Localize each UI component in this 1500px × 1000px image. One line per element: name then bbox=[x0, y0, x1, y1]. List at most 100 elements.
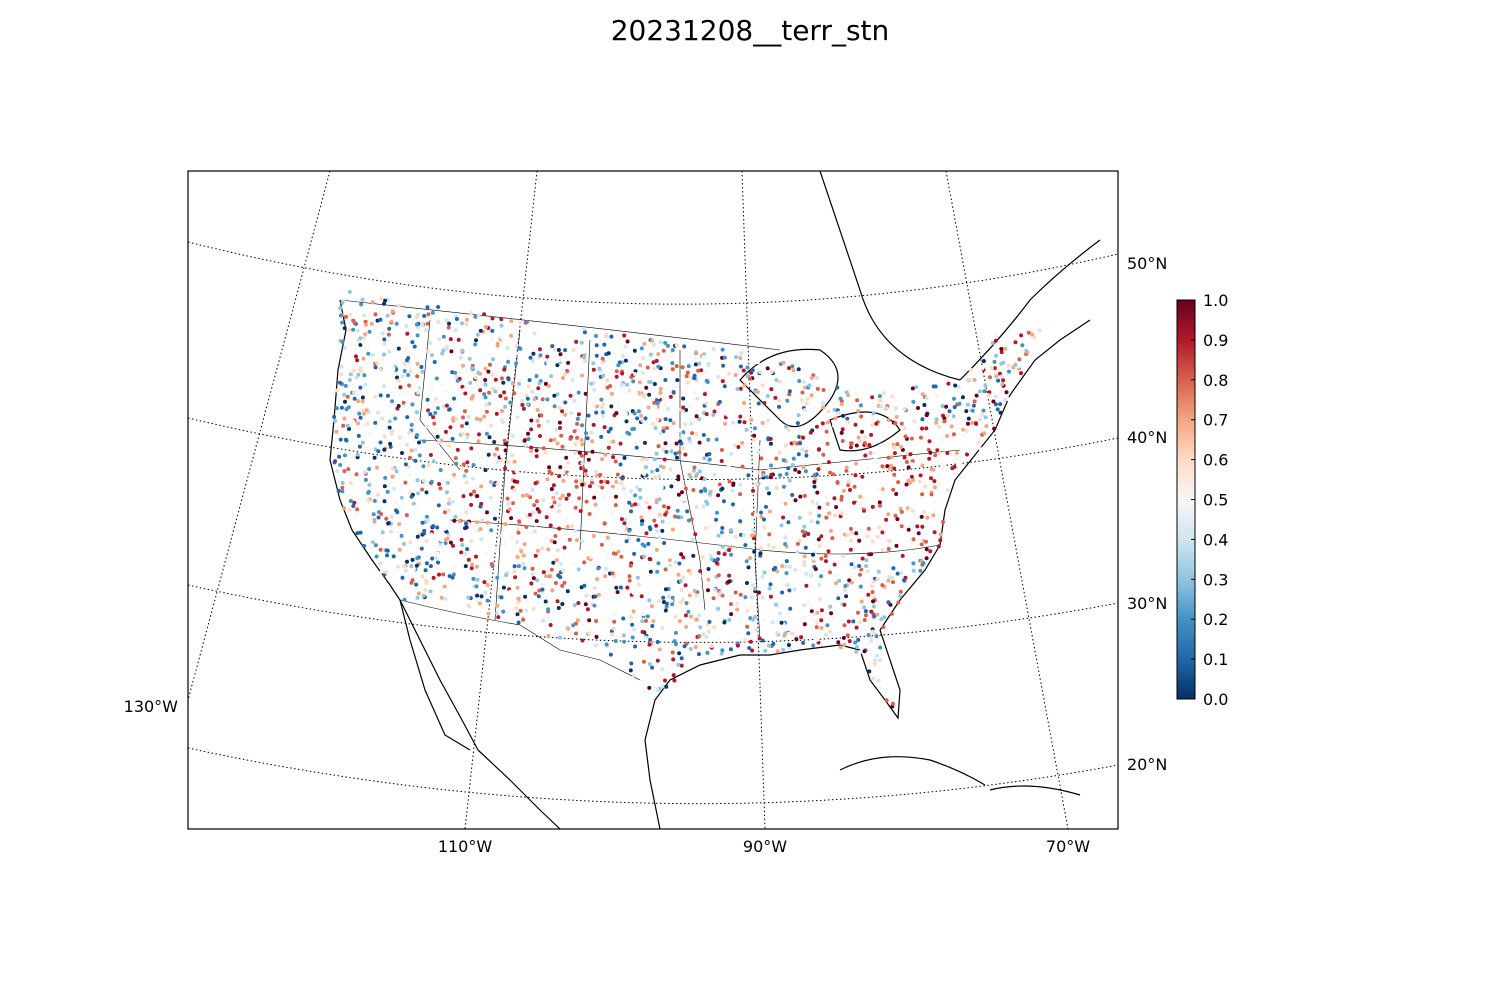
station-point bbox=[818, 463, 823, 468]
station-point bbox=[815, 490, 820, 495]
station-point bbox=[564, 496, 569, 501]
station-point bbox=[486, 369, 491, 374]
station-point bbox=[618, 585, 623, 590]
station-point bbox=[367, 467, 372, 471]
station-point bbox=[869, 552, 874, 557]
station-point bbox=[938, 437, 943, 442]
station-point bbox=[949, 424, 954, 429]
station-point bbox=[738, 492, 743, 497]
station-point bbox=[693, 354, 698, 359]
station-point bbox=[661, 426, 666, 431]
station-point bbox=[906, 465, 911, 470]
station-point bbox=[476, 439, 481, 444]
station-point bbox=[793, 498, 798, 503]
station-point bbox=[538, 473, 543, 478]
station-point bbox=[482, 414, 487, 419]
station-point bbox=[429, 385, 434, 390]
station-point bbox=[854, 645, 859, 649]
station-point bbox=[792, 587, 797, 592]
station-point bbox=[882, 499, 887, 504]
station-point bbox=[726, 579, 731, 584]
station-point bbox=[508, 589, 513, 594]
station-point bbox=[692, 465, 697, 470]
station-point bbox=[565, 524, 570, 529]
station-point bbox=[964, 409, 969, 414]
station-point bbox=[621, 486, 626, 491]
station-point bbox=[541, 570, 546, 575]
station-point bbox=[541, 581, 546, 586]
station-point bbox=[655, 688, 660, 693]
station-point bbox=[618, 336, 623, 341]
station-point bbox=[463, 391, 468, 396]
station-point bbox=[584, 473, 589, 478]
station-point bbox=[556, 563, 560, 568]
station-point bbox=[995, 407, 1000, 412]
station-point bbox=[623, 407, 628, 412]
station-point bbox=[809, 519, 814, 524]
station-point bbox=[702, 456, 707, 461]
station-point bbox=[839, 430, 844, 435]
station-point bbox=[895, 571, 900, 576]
station-point bbox=[578, 509, 583, 513]
station-point bbox=[766, 543, 771, 548]
station-point bbox=[385, 489, 390, 494]
station-point bbox=[655, 569, 660, 574]
station-point bbox=[444, 429, 448, 434]
station-point bbox=[644, 624, 649, 629]
station-point bbox=[444, 403, 449, 408]
station-point bbox=[700, 447, 705, 452]
station-point bbox=[866, 592, 871, 597]
station-point bbox=[557, 420, 562, 425]
station-point bbox=[727, 548, 731, 552]
station-point bbox=[738, 519, 743, 524]
station-point bbox=[347, 377, 352, 382]
station-point bbox=[844, 421, 849, 426]
station-point bbox=[533, 553, 538, 558]
station-point bbox=[515, 585, 520, 590]
station-point bbox=[808, 511, 813, 516]
station-point bbox=[566, 360, 571, 365]
station-point bbox=[909, 474, 914, 479]
station-point bbox=[738, 364, 743, 369]
station-point bbox=[880, 487, 885, 492]
station-point bbox=[352, 500, 357, 505]
station-point bbox=[595, 577, 600, 582]
station-point bbox=[748, 639, 753, 644]
station-point bbox=[494, 411, 499, 416]
station-point bbox=[717, 482, 722, 487]
station-point bbox=[492, 483, 497, 488]
station-point bbox=[946, 381, 951, 386]
station-point bbox=[594, 343, 599, 348]
station-point bbox=[759, 514, 764, 519]
station-point bbox=[461, 462, 466, 467]
station-point bbox=[551, 560, 556, 565]
station-point bbox=[574, 621, 578, 626]
station-point bbox=[804, 571, 809, 576]
station-point bbox=[487, 435, 492, 440]
station-point bbox=[518, 346, 523, 351]
station-point bbox=[629, 509, 633, 514]
station-point bbox=[919, 542, 924, 547]
station-point bbox=[877, 525, 882, 530]
station-point bbox=[783, 443, 788, 448]
station-point bbox=[814, 424, 819, 429]
station-point bbox=[355, 455, 360, 460]
station-point bbox=[357, 444, 362, 449]
station-point bbox=[431, 401, 436, 405]
station-point bbox=[805, 392, 810, 397]
station-point bbox=[466, 414, 471, 419]
station-point bbox=[674, 343, 679, 348]
station-point bbox=[363, 382, 368, 387]
station-point bbox=[753, 586, 758, 591]
station-point bbox=[790, 631, 795, 636]
station-point bbox=[646, 541, 651, 546]
station-point bbox=[617, 478, 622, 483]
station-point bbox=[664, 426, 669, 431]
station-point bbox=[765, 486, 770, 491]
station-point bbox=[686, 609, 691, 614]
station-point bbox=[652, 532, 657, 537]
station-point bbox=[600, 356, 605, 361]
station-point bbox=[479, 537, 484, 542]
station-point bbox=[373, 365, 378, 370]
station-point bbox=[651, 342, 656, 347]
